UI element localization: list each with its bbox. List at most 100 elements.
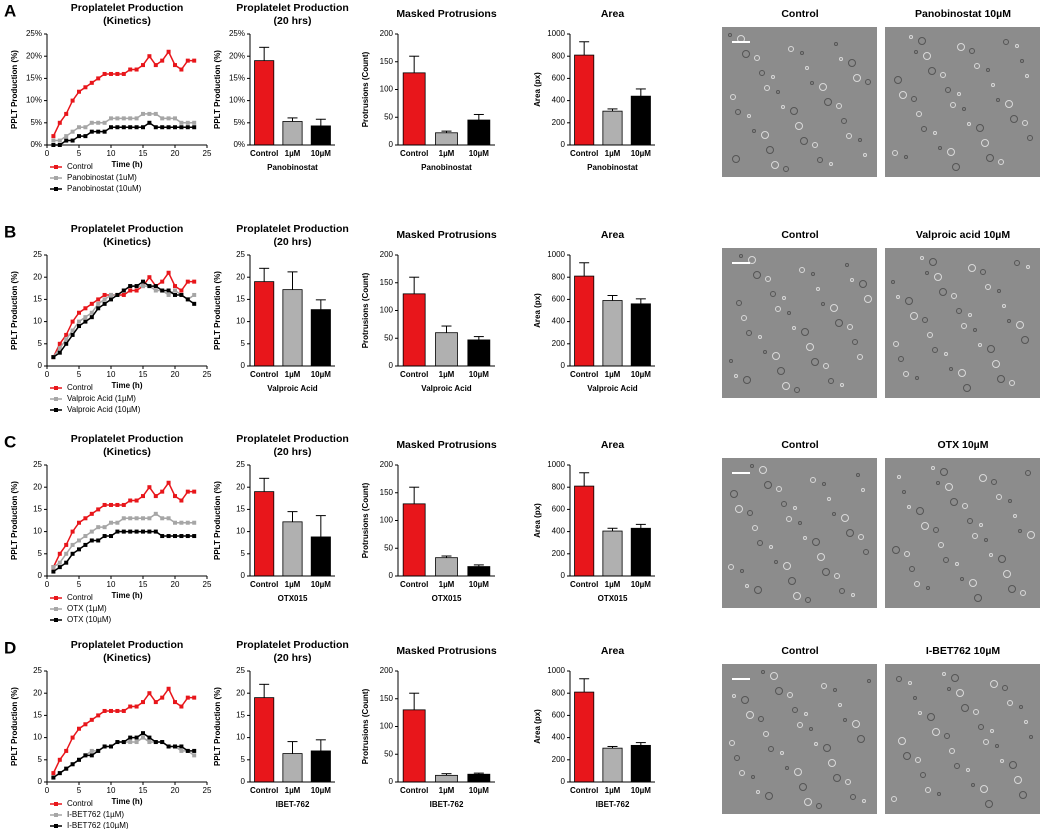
point xyxy=(83,319,88,324)
point xyxy=(70,551,75,556)
point xyxy=(64,111,69,116)
point xyxy=(51,775,56,780)
point xyxy=(109,502,113,507)
cell xyxy=(771,161,779,169)
point xyxy=(57,565,62,570)
cell xyxy=(920,772,926,778)
cell xyxy=(787,311,791,315)
panel-row: D Control I-BET762 10µM xyxy=(4,638,1040,814)
y-tick-label: 0 xyxy=(241,777,246,786)
cell xyxy=(991,479,997,485)
chart-title: Proplatelet Production xyxy=(236,2,349,14)
cell xyxy=(1025,470,1031,476)
cell xyxy=(987,345,995,353)
y-tick-label: 10 xyxy=(236,527,245,536)
x-tick-label: 15 xyxy=(139,580,148,589)
cell xyxy=(775,306,781,312)
point xyxy=(77,310,81,315)
x-tick-label: Control xyxy=(250,149,278,158)
cell xyxy=(763,731,769,737)
point xyxy=(121,71,126,76)
point xyxy=(147,691,152,696)
panel-label: B xyxy=(4,222,16,241)
cell xyxy=(1010,115,1018,123)
cell xyxy=(951,674,959,682)
bar xyxy=(467,773,491,783)
cell xyxy=(1005,100,1013,108)
cell xyxy=(921,126,927,132)
cell xyxy=(861,488,865,492)
x-axis-label: Time (h) xyxy=(112,160,143,169)
point xyxy=(134,67,139,72)
cell xyxy=(958,369,966,377)
point xyxy=(147,275,152,280)
cell xyxy=(756,790,760,794)
point xyxy=(115,116,120,121)
x-tick-label: 10 xyxy=(107,149,116,158)
point xyxy=(166,480,171,485)
point xyxy=(121,529,126,534)
bar xyxy=(435,132,458,146)
cell xyxy=(896,676,902,682)
cell xyxy=(811,358,819,366)
point xyxy=(57,346,62,351)
point xyxy=(153,740,158,745)
point xyxy=(109,520,113,525)
point xyxy=(179,748,184,753)
cell xyxy=(936,481,940,485)
y-tick-label: 10 xyxy=(236,733,245,742)
cell xyxy=(852,339,858,345)
cell xyxy=(992,360,1000,368)
cell xyxy=(967,122,971,126)
legend-label: I-BET762 (1µM) xyxy=(67,810,124,819)
point xyxy=(173,534,177,539)
point xyxy=(115,740,120,745)
bar xyxy=(310,536,331,577)
cell xyxy=(850,278,854,282)
point xyxy=(147,111,152,116)
y-tick-label: 200 xyxy=(380,460,394,469)
cell xyxy=(735,505,743,513)
point xyxy=(147,529,152,534)
y-tick-label: 200 xyxy=(380,29,394,38)
y-tick-label: 0 xyxy=(389,571,394,580)
bar xyxy=(467,566,491,577)
point xyxy=(128,498,133,503)
y-tick-label: 600 xyxy=(552,295,566,304)
point xyxy=(89,511,94,516)
point xyxy=(121,288,126,293)
y-axis-label: Area (px) xyxy=(533,709,542,744)
point xyxy=(160,125,165,130)
bar xyxy=(602,747,623,783)
cell xyxy=(1024,720,1028,724)
y-tick-label: 800 xyxy=(552,688,566,697)
cell xyxy=(978,724,984,730)
point xyxy=(134,704,139,709)
cell xyxy=(794,768,802,776)
bar xyxy=(310,309,331,367)
cell xyxy=(758,335,762,339)
cell xyxy=(794,387,800,393)
point xyxy=(141,529,145,534)
cell xyxy=(770,291,776,297)
point xyxy=(141,125,145,130)
chart-title: (Kinetics) xyxy=(103,652,151,664)
cell xyxy=(730,490,738,498)
point xyxy=(179,120,184,125)
point xyxy=(109,116,113,121)
y-tick-label: 200 xyxy=(380,666,394,675)
cell xyxy=(730,94,736,100)
point xyxy=(77,520,81,525)
x-tick-label: 1µM xyxy=(605,370,621,379)
y-tick-label: 15 xyxy=(236,295,245,304)
point xyxy=(89,310,94,315)
cell xyxy=(822,482,826,486)
cell xyxy=(909,566,915,572)
cell xyxy=(969,48,975,54)
cell xyxy=(780,751,784,755)
cell xyxy=(894,76,902,84)
y-tick-label: 1000 xyxy=(547,666,565,675)
point xyxy=(134,516,139,521)
cell xyxy=(848,59,856,67)
bar xyxy=(602,530,623,577)
